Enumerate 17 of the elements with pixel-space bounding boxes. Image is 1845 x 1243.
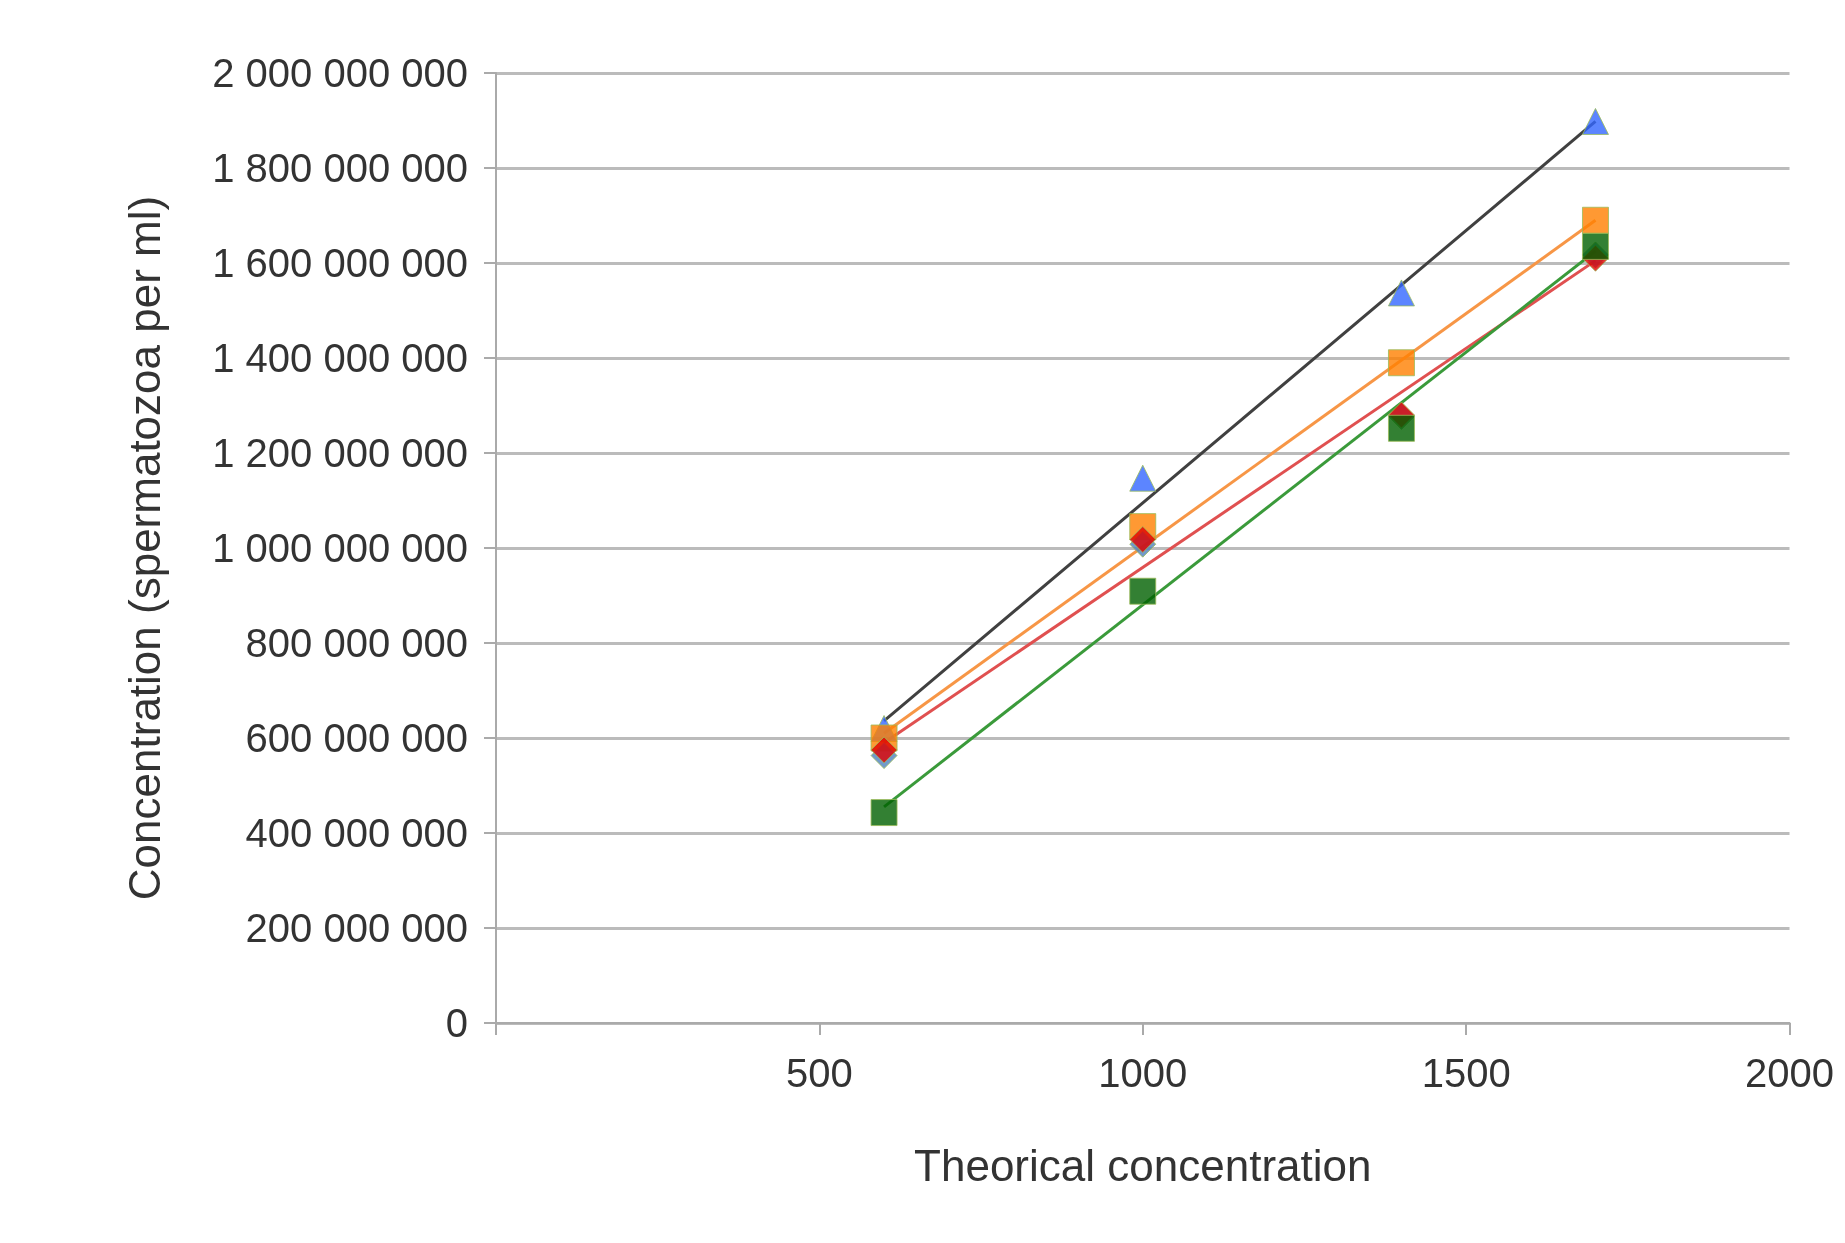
y-tick-label: 200 000 000: [245, 906, 468, 950]
y-tick-label: 800 000 000: [245, 621, 468, 665]
y-tick-label: 1 600 000 000: [212, 241, 468, 285]
y-tick-label: 1 000 000 000: [212, 526, 468, 570]
y-tick-label: 1 800 000 000: [212, 146, 468, 190]
x-tick-label: 2000: [1745, 1051, 1834, 1095]
x-tick-label: 1000: [1098, 1051, 1188, 1095]
y-axis-title: Concentration (spermatozoa per ml): [119, 195, 169, 901]
y-tick-label: 600 000 000: [245, 716, 468, 760]
x-axis-title: Theorical concentration: [914, 1140, 1372, 1190]
x-tick-label: 500: [786, 1051, 853, 1095]
y-tick-label: 1 400 000 000: [212, 336, 468, 380]
y-tick-label: 1 200 000 000: [212, 431, 468, 475]
y-tick-label: 0: [445, 1001, 468, 1045]
y-tick-label: 2 000 000 000: [212, 51, 468, 95]
x-tick-label: 1500: [1421, 1051, 1511, 1095]
y-tick-label: 400 000 000: [245, 811, 468, 855]
